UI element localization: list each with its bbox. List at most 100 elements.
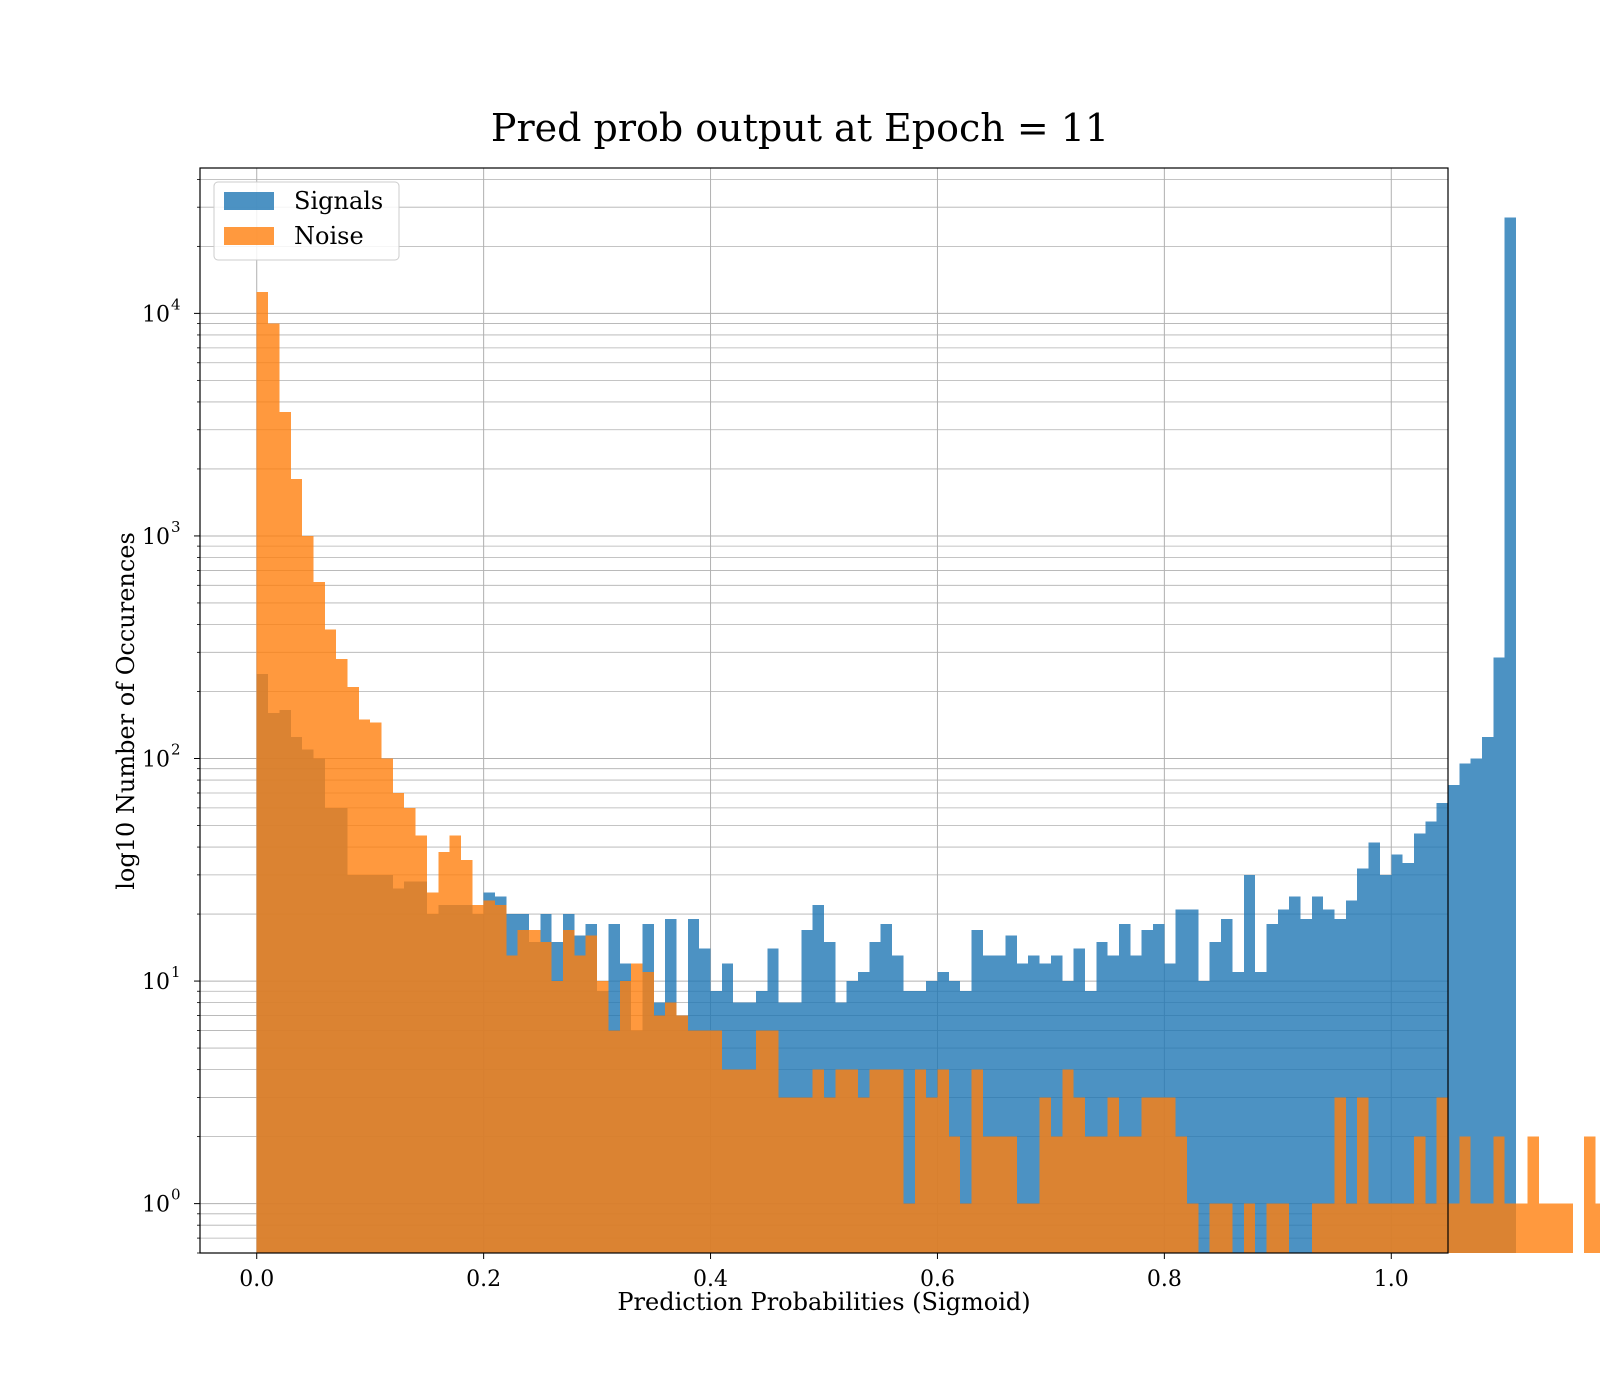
- bar-noise: [721, 1069, 734, 1253]
- y-tick-label: 10: [142, 302, 170, 327]
- bar-noise: [687, 1030, 700, 1253]
- bar-signals: [1243, 874, 1256, 1253]
- y-tick-label: 10: [142, 1193, 170, 1218]
- bar-signals: [1153, 924, 1165, 1253]
- bar-signals: [1493, 657, 1505, 1253]
- bar-noise: [1379, 1203, 1392, 1253]
- legend-swatch-noise: [224, 227, 274, 245]
- bar-noise: [392, 792, 405, 1253]
- bar-noise: [1050, 1136, 1063, 1253]
- bar-noise: [1504, 1203, 1517, 1253]
- bar-noise: [347, 686, 359, 1253]
- bar-noise: [313, 582, 325, 1253]
- bar-noise: [438, 852, 450, 1253]
- bar-signals: [1323, 909, 1335, 1253]
- bar-noise: [1209, 1203, 1222, 1253]
- legend-label-signals: Signals: [294, 187, 383, 215]
- bar-noise: [1153, 1097, 1165, 1253]
- bar-noise: [1118, 1136, 1131, 1253]
- bar-noise: [563, 929, 575, 1253]
- bar-noise: [1550, 1203, 1562, 1253]
- bar-noise: [789, 1097, 802, 1253]
- bar-signals: [1130, 955, 1142, 1253]
- bar-noise: [574, 955, 586, 1253]
- bar-noise: [801, 1097, 813, 1253]
- bar-signals: [1141, 929, 1154, 1253]
- bar-noise: [1187, 1203, 1199, 1253]
- bar-signals: [1209, 941, 1222, 1253]
- bar-signals: [1187, 909, 1199, 1253]
- bar-noise: [1334, 1097, 1346, 1253]
- x-tick-label: 0.4: [693, 1267, 728, 1292]
- bar-noise: [472, 904, 484, 1253]
- bar-signals: [1436, 803, 1448, 1253]
- bar-noise: [1516, 1203, 1528, 1253]
- bar-signals: [1413, 833, 1426, 1253]
- bar-signals: [1016, 963, 1029, 1253]
- bar-signals: [1028, 955, 1040, 1253]
- bar-noise: [1345, 1203, 1358, 1253]
- bar-noise: [1243, 1203, 1256, 1253]
- bar-signals: [1084, 991, 1097, 1253]
- bar-noise: [1459, 1136, 1471, 1253]
- bar-noise: [449, 835, 461, 1253]
- bar-noise: [1470, 1203, 1483, 1253]
- bar-signals: [1221, 919, 1233, 1253]
- bar-noise: [597, 981, 609, 1253]
- bar-signals: [1357, 868, 1369, 1253]
- bar-noise: [914, 1069, 927, 1253]
- bar-signals: [1175, 909, 1188, 1253]
- y-tick-label: 10: [142, 748, 170, 773]
- bar-noise: [608, 1030, 620, 1253]
- bar-noise: [892, 1069, 904, 1253]
- bar-noise: [778, 1097, 790, 1253]
- bar-noise: [653, 1015, 666, 1253]
- bar-noise: [1277, 1203, 1290, 1253]
- bar-noise: [415, 835, 427, 1253]
- bar-signals: [1425, 821, 1437, 1253]
- bar-noise: [1005, 1136, 1017, 1253]
- bar-noise: [256, 291, 269, 1253]
- chart-title: Pred prob output at Epoch = 11: [491, 106, 1109, 150]
- x-axis-label: Prediction Probabilities (Sigmoid): [617, 1288, 1030, 1316]
- bar-noise: [370, 722, 382, 1253]
- bar-signals: [1277, 909, 1290, 1253]
- bar-noise: [631, 963, 643, 1253]
- bar-signals: [903, 991, 915, 1253]
- bar-noise: [279, 412, 291, 1253]
- bar-noise: [880, 1069, 893, 1253]
- bar-noise: [404, 807, 416, 1253]
- bar-noise: [1436, 1097, 1448, 1253]
- bar-noise: [1107, 1097, 1119, 1253]
- bar-noise: [324, 629, 337, 1253]
- x-axis-ticks: 0.0 0.2 0.4 0.6 0.8 1.0: [239, 1253, 1409, 1292]
- y-tick-exponent: 1: [171, 963, 181, 981]
- bar-noise: [551, 981, 564, 1253]
- bar-noise: [585, 935, 598, 1253]
- bar-noise: [1028, 1203, 1040, 1253]
- bar-signals: [1345, 900, 1358, 1253]
- x-tick-label: 0.2: [466, 1267, 501, 1292]
- bar-noise: [665, 1002, 677, 1253]
- bar-noise: [1311, 1203, 1324, 1253]
- bar-signals: [1311, 896, 1324, 1253]
- bar-signals: [1198, 981, 1210, 1253]
- bar-noise: [358, 719, 371, 1253]
- bar-noise: [1413, 1136, 1426, 1253]
- bar-noise: [960, 1203, 972, 1253]
- bar-signals: [1391, 854, 1403, 1253]
- bar-signals: [994, 955, 1006, 1253]
- bar-signals: [801, 929, 813, 1253]
- bar-noise: [1175, 1136, 1188, 1253]
- bar-signals: [1096, 941, 1108, 1253]
- y-tick-label: 10: [142, 970, 170, 995]
- legend-label-noise: Noise: [294, 222, 364, 250]
- bar-signals: [1266, 924, 1278, 1253]
- bar-signals: [948, 981, 961, 1253]
- bar-noise: [540, 941, 552, 1253]
- bar-noise: [926, 1097, 938, 1253]
- bar-noise: [460, 859, 473, 1253]
- bar-noise: [1062, 1069, 1074, 1253]
